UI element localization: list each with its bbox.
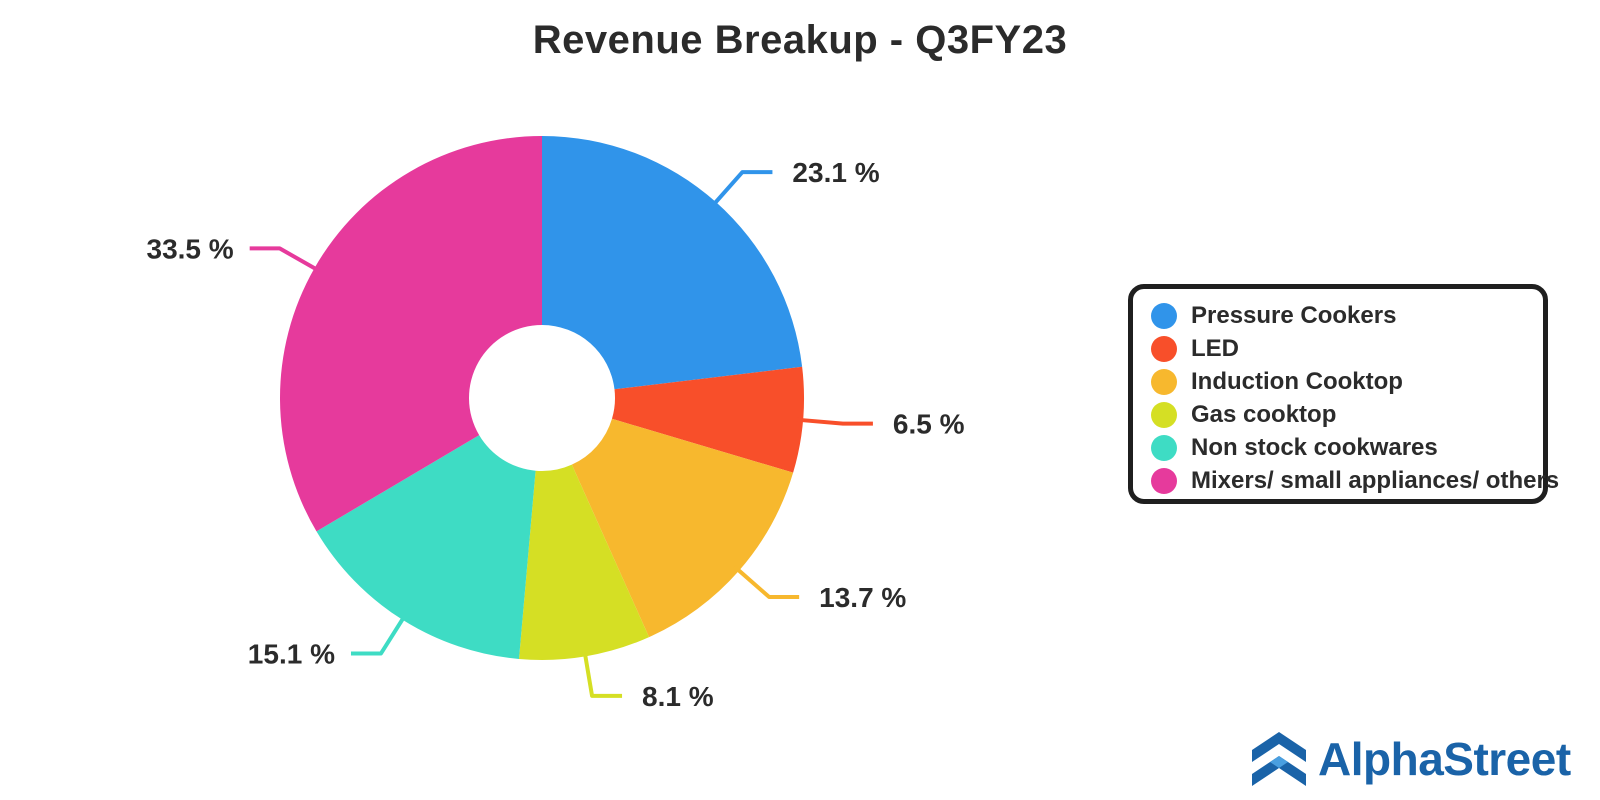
data-label-pressure-cookers: 23.1 % (792, 157, 879, 188)
donut-chart: 23.1 % 6.5 % 13.7 % 8.1 % 15.1 % 33.5 % (147, 136, 965, 712)
legend-item-led: LED (1151, 332, 1543, 365)
brand-logo: AlphaStreet (1248, 728, 1571, 790)
legend-swatch (1151, 434, 1177, 461)
legend-swatch (1151, 401, 1177, 428)
data-label-mixers-small-appliances-others: 33.5 % (147, 233, 234, 264)
slice-led (611, 366, 804, 473)
slice-mixers-small-appliances-others (280, 136, 542, 532)
legend-swatch (1151, 467, 1177, 494)
legend-label: Gas cooktop (1191, 400, 1337, 428)
data-label-non-stock-cookwares: 15.1 % (248, 638, 335, 669)
leader-line-induction-cooktop (733, 565, 800, 600)
legend-item-induction-cooktop: Induction Cooktop (1151, 365, 1543, 398)
brand-name: AlphaStreet (1318, 733, 1571, 785)
data-label-induction-cooktop: 13.7 % (819, 582, 906, 613)
legend-label: Pressure Cookers (1191, 301, 1397, 329)
leader-line-pressure-cookers (710, 170, 773, 208)
legend-label: LED (1191, 334, 1239, 362)
leader-line-led (796, 417, 873, 426)
legend-swatch (1151, 368, 1177, 395)
chart-title: Revenue Breakup - Q3FY23 (532, 18, 1068, 62)
data-label-led: 6.5 % (893, 409, 965, 440)
slice-pressure-cookers (542, 136, 803, 390)
legend-label: Induction Cooktop (1191, 367, 1403, 395)
legend-item-pressure-cookers: Pressure Cookers (1151, 299, 1543, 332)
legend-item-non-stock-cookwares: Non stock cookwares (1151, 431, 1543, 464)
chart-legend: Pressure Cookers LED Induction Cooktop Gas … (1128, 284, 1559, 504)
legend-item-gas-cooktop: Gas cooktop (1151, 398, 1543, 431)
leader-line-non-stock-cookwares (350, 613, 408, 656)
leader-line-mixers-small-appliances-others (249, 246, 321, 273)
legend-label: Mixers/ small appliances/ others (1191, 466, 1560, 494)
leader-line-gas-cooktop (582, 650, 623, 698)
legend-swatch (1151, 302, 1177, 329)
data-label-gas-cooktop: 8.1 % (642, 681, 714, 712)
slice-induction-cooktop (571, 418, 794, 638)
legend-label: Non stock cookwares (1191, 433, 1438, 461)
slice-non-stock-cookwares (316, 435, 536, 659)
legend-item-mixers-small-appliances-others: Mixers/ small appliances/ others (1151, 464, 1559, 497)
slice-gas-cooktop (518, 464, 650, 660)
alphastreet-chevron-logo-icon (1252, 732, 1306, 786)
legend-swatch (1151, 335, 1177, 362)
